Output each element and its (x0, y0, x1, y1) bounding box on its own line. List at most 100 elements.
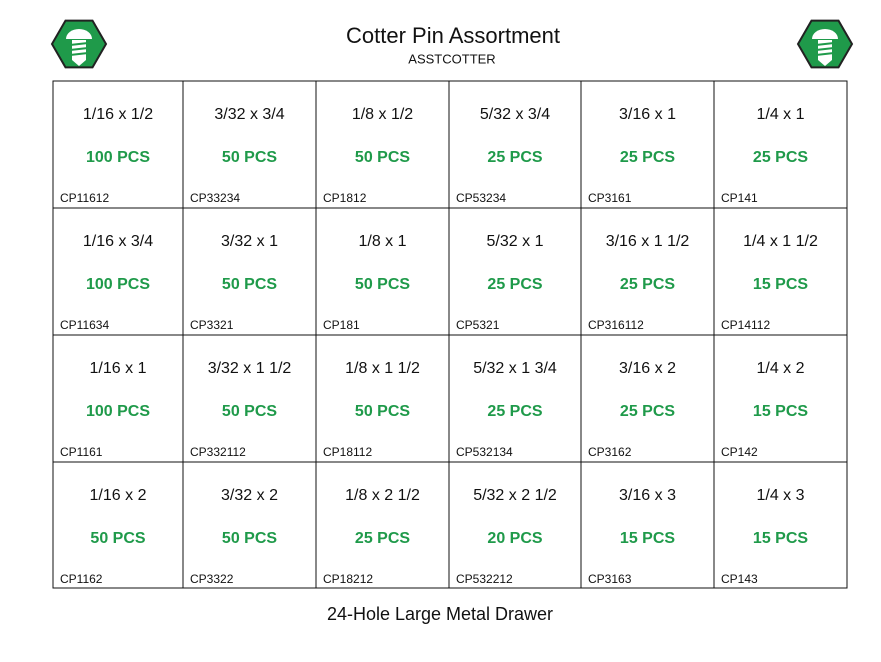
cell (52, 334, 184, 463)
quantity: 25 PCS (620, 403, 675, 420)
part-code: CP14112 (721, 318, 770, 332)
pin-size: 5/32 x 1 (487, 233, 544, 250)
quantity: 100 PCS (86, 276, 150, 293)
cell (713, 80, 848, 209)
part-code: CP18112 (323, 445, 372, 459)
quantity: 50 PCS (355, 403, 410, 420)
pin-size: 1/4 x 3 (756, 487, 804, 504)
quantity: 25 PCS (487, 403, 542, 420)
cell (315, 461, 450, 589)
part-code: CP33234 (190, 191, 240, 205)
quantity: 50 PCS (222, 276, 277, 293)
cell (448, 334, 582, 463)
part-code: CP532212 (456, 572, 513, 586)
cell (580, 334, 715, 463)
part-code: CP181 (323, 318, 360, 332)
cell (580, 80, 715, 209)
cell (713, 334, 848, 463)
cell (52, 207, 184, 336)
part-code: CP11634 (60, 318, 109, 332)
part-code: CP3161 (588, 191, 632, 205)
subtitle: ASSTCOTTER (408, 51, 495, 66)
cell (182, 207, 317, 336)
quantity: 15 PCS (620, 530, 675, 547)
cell (315, 80, 450, 209)
quantity: 50 PCS (222, 530, 277, 547)
pin-size: 1/16 x 1/2 (83, 106, 153, 123)
pin-size: 5/32 x 1 3/4 (473, 360, 557, 377)
logo-right (797, 19, 853, 69)
cell (182, 334, 317, 463)
cell (713, 461, 848, 589)
pin-size: 3/16 x 1 1/2 (606, 233, 690, 250)
grid: 1/16 x 1/2 100 PCS CP11612 3/32 x 3/4 50 PCS… (52, 80, 848, 589)
cell (448, 80, 582, 209)
part-code: CP53234 (456, 191, 506, 205)
part-code: CP18212 (323, 572, 373, 586)
quantity: 25 PCS (487, 276, 542, 293)
part-code: CP316112 (588, 318, 644, 332)
part-code: CP1161 (60, 445, 103, 459)
pin-size: 3/32 x 1 1/2 (208, 360, 292, 377)
quantity: 25 PCS (753, 149, 808, 166)
quantity: 50 PCS (222, 149, 277, 166)
cell (448, 207, 582, 336)
pin-size: 1/16 x 2 (90, 487, 147, 504)
quantity: 50 PCS (355, 149, 410, 166)
part-code: CP11612 (60, 191, 109, 205)
cell (315, 207, 450, 336)
cell (713, 207, 848, 336)
cell (182, 461, 317, 589)
part-code: CP3322 (190, 572, 234, 586)
cell (52, 461, 184, 589)
cell (580, 461, 715, 589)
pin-size: 5/32 x 3/4 (480, 106, 550, 123)
pin-size: 5/32 x 2 1/2 (473, 487, 557, 504)
part-code: CP3163 (588, 572, 632, 586)
part-code: CP3162 (588, 445, 632, 459)
quantity: 100 PCS (86, 149, 150, 166)
pin-size: 1/4 x 1 (756, 106, 804, 123)
quantity: 100 PCS (86, 403, 150, 420)
pin-size: 1/16 x 3/4 (83, 233, 153, 250)
part-code: CP332112 (190, 445, 246, 459)
pin-size: 3/32 x 2 (221, 487, 278, 504)
pin-size: 1/16 x 1 (90, 360, 147, 377)
cell (182, 80, 317, 209)
pin-size: 1/8 x 1/2 (352, 106, 413, 123)
part-code: CP141 (721, 191, 758, 205)
part-code: CP532134 (456, 445, 513, 459)
quantity: 25 PCS (355, 530, 410, 547)
quantity: 50 PCS (355, 276, 410, 293)
part-code: CP1162 (60, 572, 103, 586)
pin-size: 3/32 x 1 (221, 233, 278, 250)
pin-size: 1/4 x 2 (756, 360, 804, 377)
quantity: 20 PCS (487, 530, 542, 547)
title: Cotter Pin Assortment (346, 23, 560, 48)
pin-size: 1/4 x 1 1/2 (743, 233, 818, 250)
pin-size: 1/8 x 1 (358, 233, 406, 250)
part-code: CP142 (721, 445, 758, 459)
part-code: CP3321 (190, 318, 234, 332)
pin-size: 1/8 x 2 1/2 (345, 487, 420, 504)
pin-size: 3/32 x 3/4 (214, 106, 284, 123)
part-code: CP5321 (456, 318, 500, 332)
quantity: 50 PCS (222, 403, 277, 420)
logo-left (51, 19, 107, 69)
cell (580, 207, 715, 336)
cell (315, 334, 450, 463)
quantity: 25 PCS (487, 149, 542, 166)
quantity: 15 PCS (753, 403, 808, 420)
cell (448, 461, 582, 589)
pin-size: 3/16 x 1 (619, 106, 676, 123)
quantity: 25 PCS (620, 149, 675, 166)
cell (52, 80, 184, 209)
quantity: 15 PCS (753, 530, 808, 547)
pin-size: 3/16 x 2 (619, 360, 676, 377)
part-code: CP1812 (323, 191, 367, 205)
footer: 24-Hole Large Metal Drawer (327, 604, 553, 624)
quantity: 50 PCS (90, 530, 145, 547)
pin-size: 1/8 x 1 1/2 (345, 360, 420, 377)
